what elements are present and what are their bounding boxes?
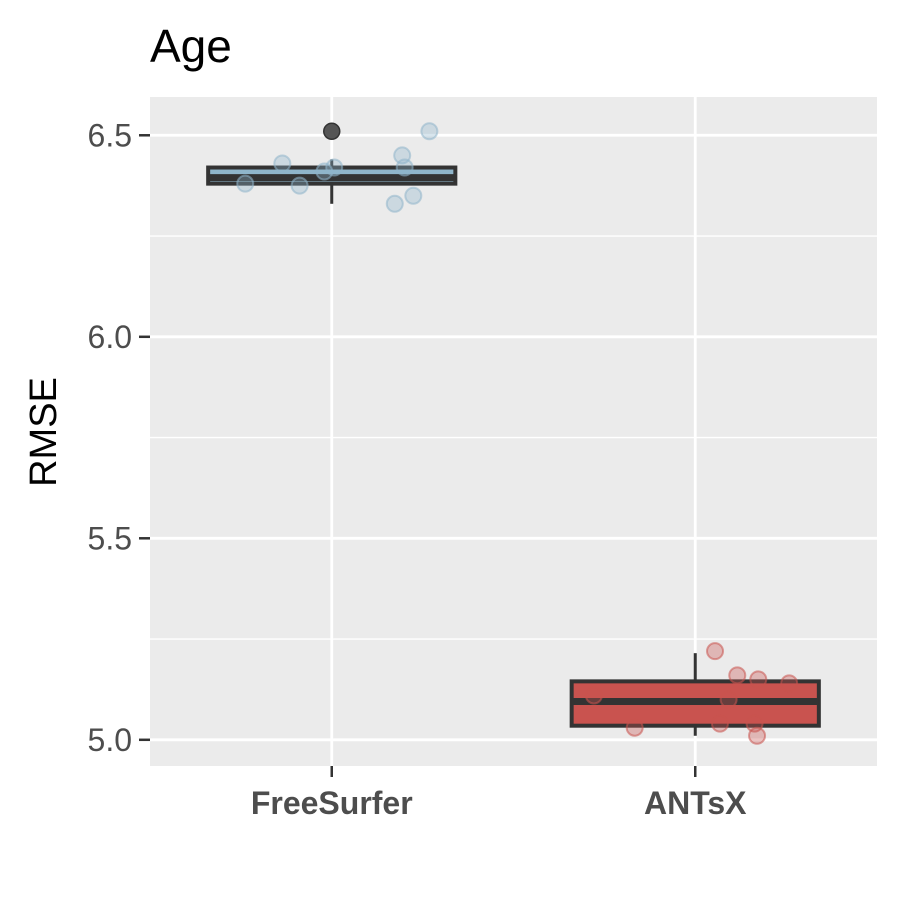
y-axis-label: RMSE	[23, 377, 65, 487]
data-point	[315, 162, 334, 181]
data-point	[420, 122, 439, 141]
data-point	[385, 194, 404, 213]
data-point	[325, 158, 344, 177]
data-point	[719, 690, 738, 709]
plot-panel	[150, 97, 877, 766]
x-tick-label: ANTsX	[644, 785, 747, 821]
data-point	[584, 686, 603, 705]
data-point	[749, 670, 768, 689]
data-point	[404, 186, 423, 205]
data-point	[625, 718, 644, 737]
jitter-points	[236, 122, 799, 745]
chart-title: Age	[150, 20, 232, 72]
data-point	[706, 642, 725, 661]
y-tick-label: 6.5	[88, 117, 132, 153]
data-point	[748, 726, 767, 745]
data-point	[290, 176, 309, 195]
data-point	[395, 158, 414, 177]
data-point	[236, 174, 255, 193]
x-tick-label: FreeSurfer	[251, 785, 413, 821]
axes: 5.0 5.5 6.0 6.5 FreeSurfer ANTsX	[88, 117, 748, 821]
data-point	[780, 674, 799, 693]
data-point	[273, 154, 292, 173]
y-tick-label: 5.0	[88, 722, 132, 758]
y-tick-label: 6.0	[88, 319, 132, 355]
outlier-point	[323, 122, 341, 141]
data-point	[710, 714, 729, 733]
data-point	[728, 666, 747, 685]
y-tick-label: 5.5	[88, 520, 132, 556]
